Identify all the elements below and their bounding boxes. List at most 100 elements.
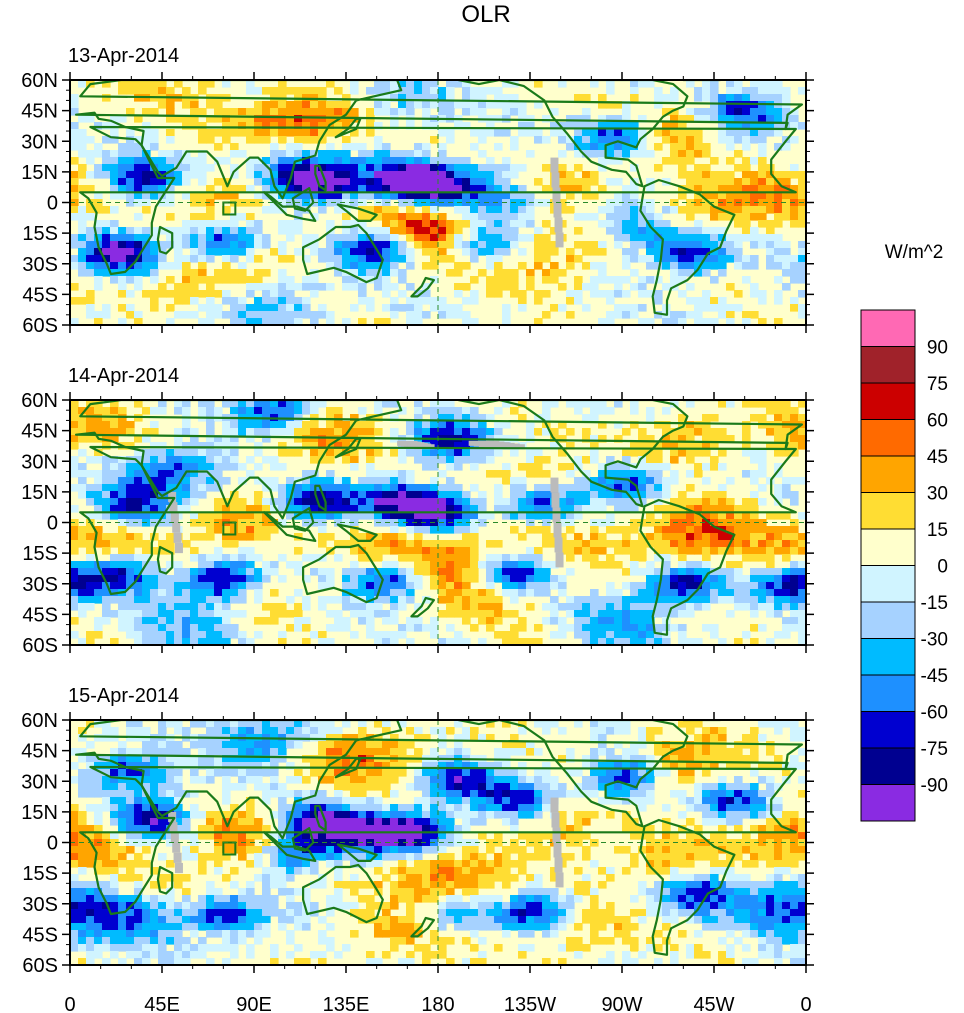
field-cell (454, 290, 463, 298)
field-cell (654, 603, 663, 611)
field-cell (286, 741, 295, 749)
field-cell (766, 442, 775, 450)
field-cell (750, 115, 759, 123)
field-cell (142, 484, 151, 492)
field-cell (462, 491, 471, 499)
field-cell (438, 554, 447, 562)
field-cell (710, 428, 719, 436)
field-cell (494, 185, 503, 193)
field-cell (734, 638, 743, 645)
field-cell (686, 727, 695, 735)
field-cell (206, 631, 215, 639)
field-cell (350, 582, 359, 590)
field-cell (110, 638, 119, 645)
field-cell (550, 108, 559, 116)
field-cell (262, 178, 271, 186)
field-cell (142, 262, 151, 270)
field-cell (638, 568, 647, 576)
field-cell (422, 80, 431, 88)
field-cell (374, 442, 383, 450)
field-cell (430, 631, 439, 639)
field-cell (750, 727, 759, 735)
field-cell (750, 171, 759, 179)
field-cell (334, 727, 343, 735)
field-cell (710, 748, 719, 756)
field-cell (430, 568, 439, 576)
field-cell (198, 449, 207, 457)
field-cell (678, 428, 687, 436)
field-cell (78, 80, 87, 88)
field-cell (350, 143, 359, 151)
coastline-eurasia (74, 80, 804, 200)
field-cell (350, 589, 359, 597)
field-cell (286, 762, 295, 770)
field-cell (582, 477, 591, 485)
coastline-nz (410, 596, 435, 618)
field-cell (78, 748, 87, 756)
field-cell (294, 610, 303, 618)
field-cell (598, 631, 607, 639)
field-cell (510, 234, 519, 242)
field-cell (774, 547, 783, 555)
field-cell (326, 192, 335, 200)
field-cell (422, 547, 431, 555)
field-cell (534, 101, 543, 109)
field-cell (446, 596, 455, 604)
field-cell (734, 136, 743, 144)
field-cell (230, 512, 239, 520)
field-cell (110, 575, 119, 583)
field-cell (710, 115, 719, 123)
field-cell (526, 276, 535, 284)
field-cell (70, 101, 79, 109)
field-cell (350, 192, 359, 200)
field-cell (134, 456, 143, 464)
field-cell (214, 561, 223, 569)
field-cell (190, 171, 199, 179)
field-cell (278, 283, 287, 291)
field-cell (718, 596, 727, 604)
field-cell (518, 213, 527, 221)
field-cell (646, 631, 655, 639)
field-cell (446, 463, 455, 471)
field-cell (718, 400, 727, 408)
field-cell (214, 477, 223, 485)
field-cell (774, 206, 783, 214)
field-cell (790, 206, 799, 214)
field-cell (566, 255, 575, 263)
field-cell (422, 248, 431, 256)
field-cell (286, 115, 295, 123)
field-cell (614, 276, 623, 284)
field-cell (390, 304, 399, 312)
field-cell (390, 248, 399, 256)
field-cell (286, 304, 295, 312)
field-cell (614, 498, 623, 506)
field-cell (654, 241, 663, 249)
field-cell (198, 227, 207, 235)
field-cell (238, 741, 247, 749)
field-cell (126, 748, 135, 756)
field-cell (278, 241, 287, 249)
field-cell (598, 129, 607, 137)
field-cell (190, 164, 199, 172)
field-cell (126, 554, 135, 562)
field-cell (390, 512, 399, 520)
field-cell (350, 596, 359, 604)
field-cell (494, 290, 503, 298)
field-cell (750, 512, 759, 520)
field-cell (582, 540, 591, 548)
field-cell (758, 178, 767, 186)
field-cell (694, 192, 703, 200)
field-cell (150, 129, 159, 137)
field-cell (150, 157, 159, 165)
field-cell (550, 400, 559, 408)
field-cell (566, 748, 575, 756)
field-cell (286, 122, 295, 130)
field-cell (190, 157, 199, 165)
field-cell (710, 227, 719, 235)
field-cell (678, 498, 687, 506)
field-cell (638, 463, 647, 471)
field-cell (206, 755, 215, 763)
field-cell (214, 547, 223, 555)
field-cell (518, 720, 527, 728)
field-cell (494, 421, 503, 429)
